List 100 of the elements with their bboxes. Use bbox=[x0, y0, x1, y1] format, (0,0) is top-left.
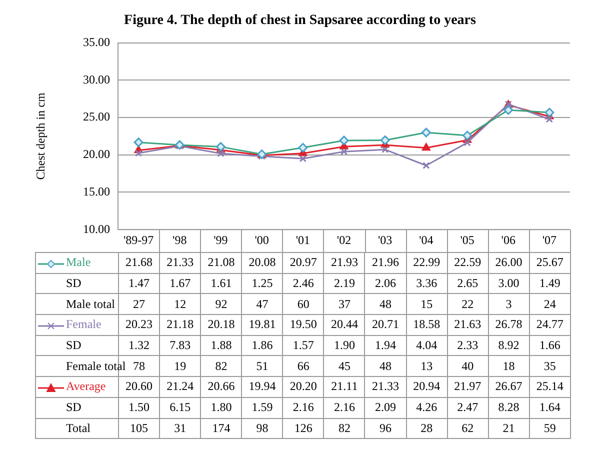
text: 12 bbox=[174, 296, 186, 311]
text: 59 bbox=[544, 420, 556, 435]
text: 24 bbox=[544, 296, 556, 311]
text: 1.49 bbox=[539, 276, 560, 290]
text: 1.66 bbox=[539, 338, 560, 352]
text: 2.16 bbox=[334, 400, 355, 414]
data-label: 20.18 bbox=[200, 314, 242, 336]
text: 126 bbox=[294, 420, 312, 435]
text: SD bbox=[66, 400, 82, 414]
text: 1.47 bbox=[128, 276, 150, 290]
text: 1.94 bbox=[375, 338, 396, 352]
text: 15 bbox=[420, 296, 433, 311]
text: 78 bbox=[133, 358, 146, 373]
text: 66 bbox=[297, 358, 310, 373]
text: Average bbox=[66, 379, 106, 394]
text: 1.32 bbox=[128, 338, 150, 352]
data-label: 21.08 bbox=[200, 252, 242, 274]
text: SD bbox=[66, 276, 82, 290]
data-label: 18.58 bbox=[406, 314, 448, 336]
text: 2.16 bbox=[292, 400, 314, 414]
data-label: 21.96 bbox=[364, 252, 406, 274]
data-label: 20.71 bbox=[364, 314, 406, 336]
data-label: 21.11 bbox=[324, 376, 365, 398]
text: Female bbox=[66, 317, 102, 332]
text: 1.25 bbox=[252, 276, 273, 290]
text: 2.65 bbox=[457, 276, 478, 290]
text: 47 bbox=[256, 296, 268, 311]
text: 82 bbox=[215, 358, 228, 373]
text: 1.50 bbox=[128, 400, 150, 414]
text: 6.15 bbox=[170, 400, 191, 414]
data-label: 22.59 bbox=[447, 252, 488, 274]
text: 98 bbox=[256, 420, 268, 435]
text: 27 bbox=[133, 296, 146, 311]
data-label: 19.94 bbox=[242, 376, 283, 398]
data-label: 21.63 bbox=[447, 314, 488, 336]
x-tick-label: '89-97 bbox=[123, 232, 154, 247]
text: 48 bbox=[380, 358, 392, 373]
text: 1.59 bbox=[252, 400, 273, 414]
data-label: 21.24 bbox=[160, 376, 201, 398]
text: 1.88 bbox=[210, 338, 232, 352]
data-label: 19.81 bbox=[242, 314, 283, 336]
data-label: 21.97 bbox=[447, 376, 488, 398]
text: SD bbox=[66, 338, 82, 352]
text: 35 bbox=[544, 358, 556, 373]
text: 82 bbox=[338, 420, 350, 435]
data-label: 20.66 bbox=[200, 376, 242, 398]
y-tick-label: 30.00 bbox=[83, 72, 110, 86]
text: 8.92 bbox=[498, 338, 520, 352]
data-label: 20.94 bbox=[406, 376, 448, 398]
x-tick-label: '05 bbox=[460, 232, 474, 247]
text: 2.33 bbox=[457, 338, 478, 352]
text: 3.00 bbox=[498, 276, 520, 290]
y-tick-label: 15.00 bbox=[83, 184, 110, 198]
x-tick-label: '07 bbox=[542, 232, 557, 247]
x-tick-label: '06 bbox=[501, 232, 516, 247]
text: 1.80 bbox=[210, 400, 232, 414]
text: 48 bbox=[380, 296, 392, 311]
data-label: 20.08 bbox=[242, 252, 283, 274]
text: 1.67 bbox=[170, 276, 191, 290]
text: 2.09 bbox=[375, 400, 396, 414]
data-label: 26.67 bbox=[488, 376, 530, 398]
text: 13 bbox=[420, 358, 433, 373]
text: 62 bbox=[462, 420, 474, 435]
text: 1.57 bbox=[292, 338, 314, 352]
legend-label: Total bbox=[66, 420, 90, 435]
text: 19 bbox=[174, 358, 186, 373]
text: 28 bbox=[420, 420, 433, 435]
data-label: 20.44 bbox=[324, 314, 365, 336]
data-label: 21.68 bbox=[118, 252, 160, 274]
text: 45 bbox=[338, 358, 350, 373]
data-label: 26.78 bbox=[488, 314, 530, 336]
text: 2.46 bbox=[292, 276, 314, 290]
text: 1.86 bbox=[252, 338, 273, 352]
data-label: 21.33 bbox=[364, 376, 406, 398]
x-tick-label: '00 bbox=[254, 232, 269, 247]
text: 4.04 bbox=[416, 338, 438, 352]
data-label: 20.20 bbox=[282, 376, 324, 398]
text: 2.06 bbox=[375, 276, 396, 290]
text: 2.19 bbox=[334, 276, 355, 290]
x-tick-label: '02 bbox=[336, 232, 352, 247]
text: Male bbox=[66, 255, 91, 270]
x-tick-label: '99 bbox=[214, 232, 228, 247]
text: 3 bbox=[506, 296, 512, 311]
legend-label: Male total bbox=[66, 296, 115, 311]
text: 37 bbox=[338, 296, 350, 311]
text: 21 bbox=[502, 420, 515, 435]
y-tick-label: 25.00 bbox=[83, 110, 110, 124]
x-tick-label: '04 bbox=[419, 232, 434, 247]
text: 96 bbox=[380, 420, 392, 435]
data-label: 21.93 bbox=[324, 252, 365, 274]
text: 8.28 bbox=[498, 400, 520, 414]
text: 3.36 bbox=[416, 276, 438, 290]
x-tick-label: '98 bbox=[172, 232, 187, 247]
data-label: 25.67 bbox=[529, 252, 570, 274]
text: Female total bbox=[66, 358, 126, 373]
text: 51 bbox=[256, 358, 268, 373]
data-label: 26.00 bbox=[488, 252, 530, 274]
data-label: 21.33 bbox=[160, 252, 201, 274]
data-label: 24.77 bbox=[529, 314, 570, 336]
text: 22 bbox=[462, 296, 474, 311]
